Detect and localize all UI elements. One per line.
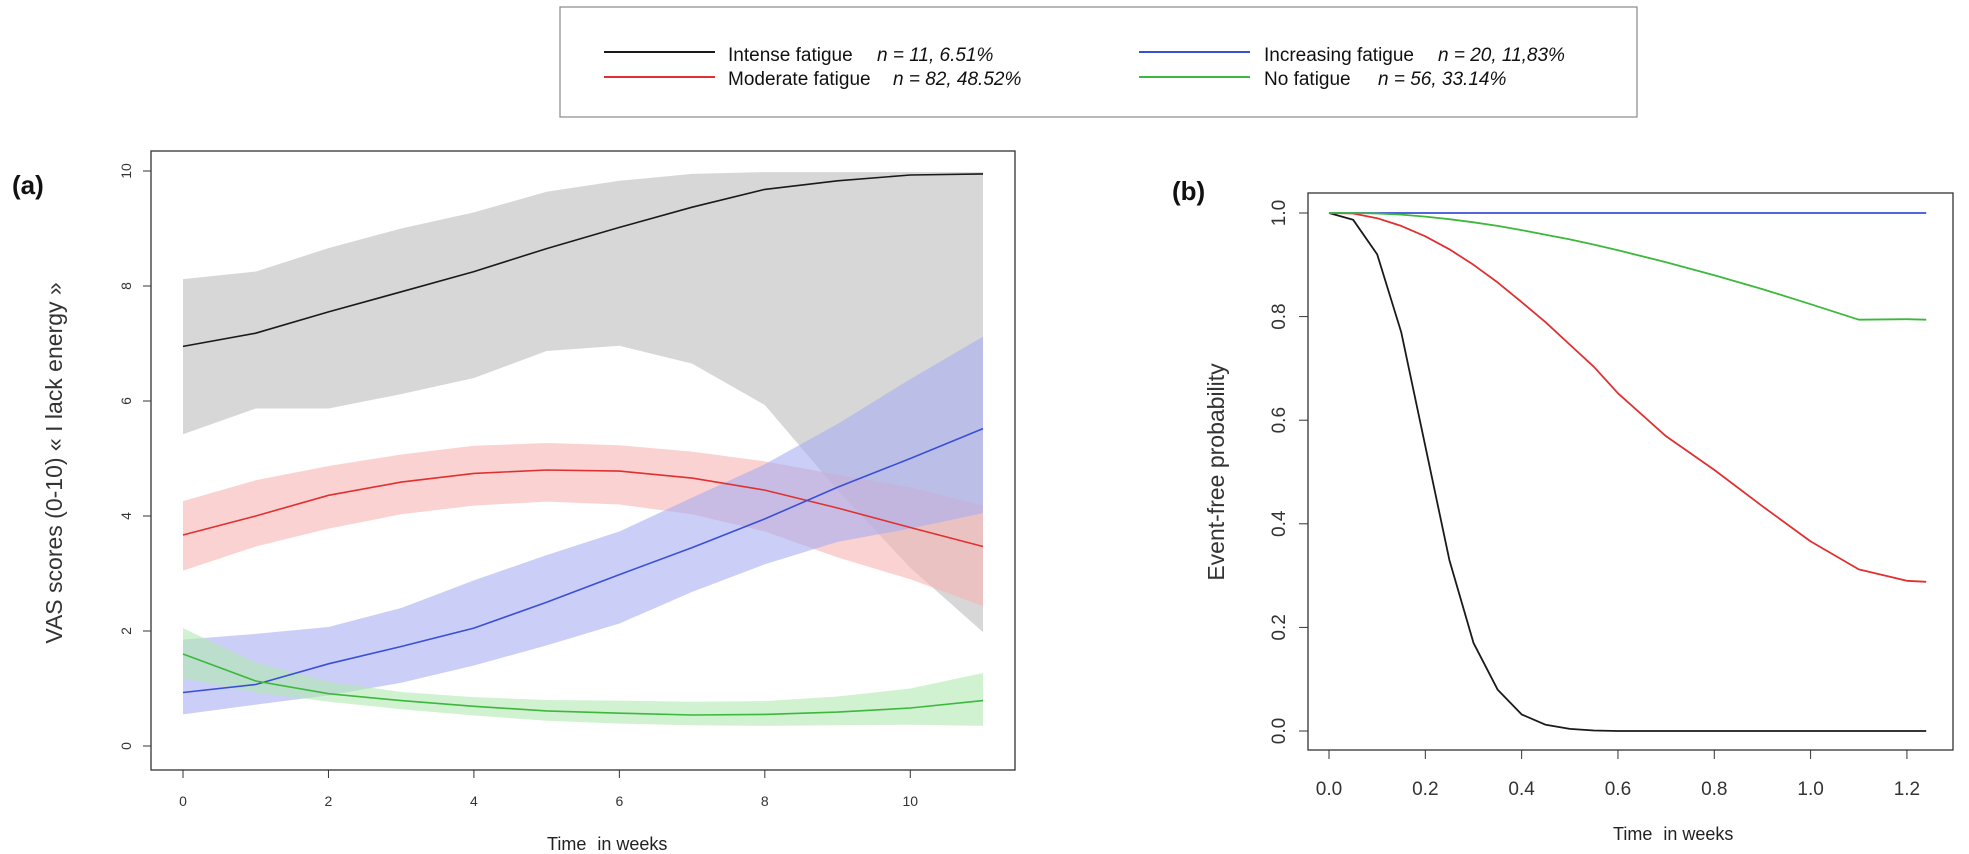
x-tick-label: 0.8 [1701, 779, 1727, 800]
legend-item-no-fatigue: No fatigue n = 56, 33.14% [1139, 69, 1506, 90]
legend-item-moderate: Moderate fatigue n = 82, 48.52% [604, 69, 1021, 90]
panel-a-x-label-main: Time [547, 834, 586, 854]
y-tick-label: 1.0 [1269, 200, 1290, 226]
panel-a-y-label: VAS scores (0-10) « I lack energy » [41, 282, 67, 643]
series-line-no-fatigue [182, 653, 984, 716]
y-tick-label: 0.0 [1269, 718, 1290, 744]
panel-a-x-axis: 0 2 4 6 8 10 [179, 769, 918, 809]
y-tick-label: 8 [118, 282, 134, 290]
band-increasing-fatigue [183, 336, 983, 715]
x-tick-label: 10 [902, 793, 918, 809]
panel-b-tag: (b) [1172, 176, 1205, 206]
panel-a-lines [182, 173, 984, 716]
legend-item-intense: Intense fatigue n = 11, 6.51% [604, 45, 993, 66]
series-line-intense-fatigue [182, 173, 984, 348]
series-line-moderate-fatigue [182, 469, 984, 548]
x-tick-label: 4 [470, 793, 478, 809]
panel-b-x-axis: 0.0 0.2 0.4 0.6 0.8 1.0 1.2 [1316, 749, 1920, 800]
panel-b-y-axis: 0.0 0.2 0.4 0.6 0.8 1.0 [1269, 200, 1309, 744]
panel-a: (a) 0 2 4 6 8 10 0 2 4 6 8 10 Time in weeks VAS sc… [12, 150, 1016, 854]
panel-b-plot-frame [1307, 192, 1954, 751]
y-tick-label: 0.4 [1269, 510, 1290, 537]
y-tick-label: 2 [118, 627, 134, 635]
panel-a-tag: (a) [12, 170, 44, 200]
y-tick-label: 10 [118, 163, 134, 179]
panel-a-y-axis: 0 2 4 6 8 10 [118, 163, 152, 750]
panel-b-y-label: Event-free probability [1203, 363, 1229, 581]
panel-b-x-label-unit: in weeks [1663, 824, 1733, 844]
x-tick-label: 1.2 [1894, 779, 1920, 800]
x-tick-label: 0.2 [1412, 779, 1438, 800]
legend-label-moderate: Moderate fatigue [728, 69, 871, 90]
x-tick-label: 1.0 [1797, 779, 1823, 800]
panel-b-x-label-main: Time [1613, 824, 1652, 844]
legend-box [559, 6, 1638, 118]
x-tick-label: 0.4 [1508, 779, 1535, 800]
x-tick-label: 8 [761, 793, 769, 809]
band-intense-fatigue [183, 172, 983, 633]
legend-label-no-fatigue: No fatigue [1264, 69, 1351, 90]
legend-stat-increasing: n = 20, 11,83% [1438, 45, 1565, 66]
x-tick-label: 0.6 [1605, 779, 1631, 800]
legend-label-increasing: Increasing fatigue [1264, 45, 1414, 66]
series-line-no-fatigue [1329, 212, 1927, 321]
panel-b: (b) 0.0 0.2 0.4 0.6 0.8 1.0 1.2 0.00.20.40.60.… [1172, 176, 1954, 844]
legend-item-increasing: Increasing fatigue n = 20, 11,83% [1139, 45, 1565, 66]
band-no-fatigue [183, 628, 983, 726]
panel-b-lines [1328, 212, 1927, 732]
y-tick-label: 6 [118, 397, 134, 405]
y-tick-label: 0.6 [1269, 407, 1290, 433]
series-line-moderate-fatigue [1328, 212, 1927, 583]
panel-b-x-label: Time in weeks [1613, 824, 1733, 844]
y-tick-label: 0.2 [1269, 614, 1290, 640]
legend: Intense fatigue n = 11, 6.51% Moderate f… [559, 6, 1638, 118]
x-tick-label: 0 [179, 793, 187, 809]
series-line-increasing-fatigue [182, 427, 984, 694]
x-tick-label: 0.0 [1316, 779, 1342, 800]
y-tick-label: 0.8 [1269, 303, 1290, 329]
legend-stat-intense: n = 11, 6.51% [877, 45, 993, 66]
x-tick-label: 6 [615, 793, 623, 809]
legend-stat-moderate: n = 82, 48.52% [893, 69, 1021, 90]
legend-stat-no-fatigue: n = 56, 33.14% [1378, 69, 1506, 90]
series-line-intense-fatigue [1328, 212, 1927, 732]
legend-label-intense: Intense fatigue [728, 45, 853, 66]
panel-a-bands [183, 172, 983, 726]
panel-a-x-label-unit: in weeks [597, 834, 667, 854]
x-tick-label: 2 [325, 793, 333, 809]
panel-a-x-label: Time in weeks [547, 834, 667, 854]
y-tick-label: 0 [118, 742, 134, 750]
y-tick-label: 4 [118, 512, 134, 520]
